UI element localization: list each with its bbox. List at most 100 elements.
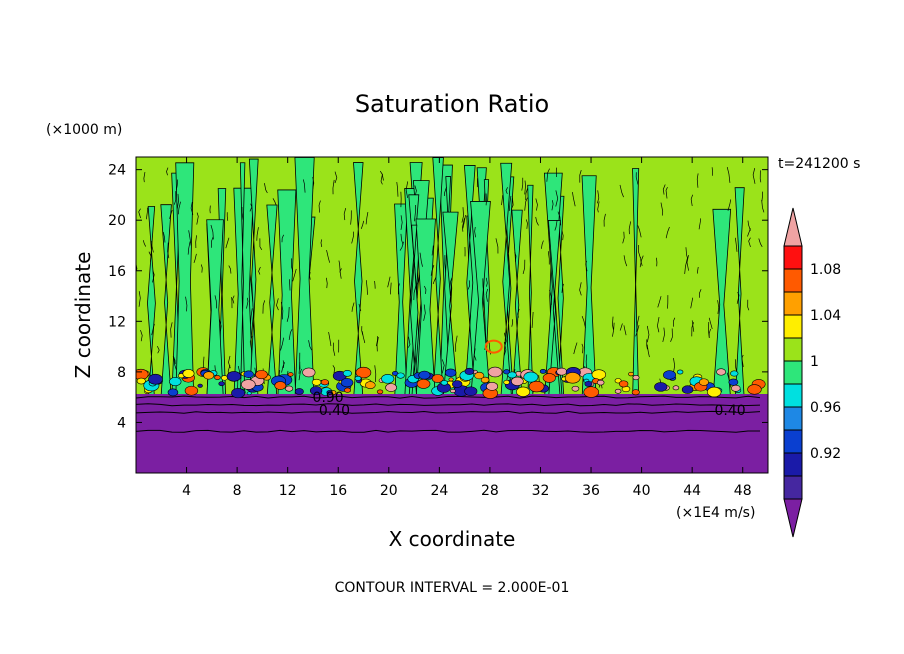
turbulent-eddy <box>628 371 634 377</box>
contour-fragment <box>485 288 489 302</box>
x-tick-label: 44 <box>683 483 701 499</box>
x-tick-label: 48 <box>734 483 752 499</box>
contour-fragment <box>549 289 552 305</box>
contour-fragment <box>747 299 750 311</box>
contour-fragment <box>726 372 732 388</box>
contour-fragment <box>517 308 520 318</box>
contour-fragment <box>241 207 244 221</box>
contour-fragment <box>408 336 411 348</box>
contour-fragment <box>514 251 517 262</box>
contour-fragment <box>462 214 466 229</box>
contour-fragment <box>282 360 285 369</box>
colorbar-label: 1 <box>810 354 819 370</box>
contour-fragment <box>431 245 434 256</box>
contour-fragment <box>665 226 670 239</box>
contour-fragment <box>176 193 179 209</box>
contour-fragment <box>510 197 514 210</box>
contour-fragment <box>444 255 447 273</box>
turbulent-eddy <box>450 388 456 394</box>
contour-fragment <box>262 300 266 314</box>
contour-fragment <box>424 285 427 294</box>
y-tick-label: 8 <box>117 365 126 381</box>
contour-fragment <box>232 295 235 304</box>
contour-fragment <box>351 231 354 244</box>
colorbar-segment <box>783 406 803 431</box>
contour-noise <box>136 166 765 393</box>
contour-fragment <box>320 239 323 248</box>
contour-fragment <box>573 342 578 355</box>
contour-fragment <box>547 251 550 265</box>
contour-fragment <box>258 266 261 275</box>
contour-fragment <box>467 280 471 290</box>
contour-fragment <box>138 291 141 307</box>
contour-line <box>136 410 761 414</box>
time-label: t=241200 s <box>778 156 860 172</box>
contour-fragment <box>522 259 526 275</box>
contour-fragment <box>174 191 177 205</box>
turbulent-eddy <box>309 386 323 396</box>
contour-fragment <box>761 199 765 213</box>
contour-fragment <box>441 359 445 374</box>
contour-fragment <box>444 186 447 196</box>
colorbar-segment <box>783 337 803 362</box>
colorbar-label: 0.96 <box>810 400 841 416</box>
contour-fragment <box>264 183 268 194</box>
contour-fragment <box>140 329 143 342</box>
contour-fragment <box>292 268 297 282</box>
contour-labels: 0.900.40 0.40 <box>313 390 746 419</box>
contour-fragment <box>525 188 528 201</box>
contour-fragment <box>170 322 173 338</box>
contour-fragment <box>698 218 701 230</box>
contour-fragment <box>597 190 600 204</box>
turbulent-eddy <box>706 386 722 398</box>
contour-fragment <box>387 276 391 288</box>
turbulent-eddy <box>285 385 294 392</box>
turbulent-eddy <box>632 374 640 381</box>
contour-fragment <box>485 277 488 287</box>
y-tick-label: 12 <box>108 314 126 330</box>
colorbar-bottom-arrow <box>783 498 803 538</box>
contour-fragment <box>665 187 668 199</box>
contour-fragment <box>414 204 416 222</box>
contour-fragment <box>379 170 384 181</box>
contour-fragment <box>288 329 293 340</box>
turbulent-eddy <box>231 388 246 399</box>
contour-line <box>136 403 761 407</box>
contour-fragment <box>151 323 155 336</box>
y-tick-label: 16 <box>108 264 126 280</box>
contour-fragment <box>338 260 341 273</box>
contour-fragment <box>249 336 253 350</box>
x-unit-label: (×1E4 m/s) <box>676 505 755 521</box>
contour-fragment <box>302 179 306 193</box>
contour-fragment <box>495 238 499 254</box>
contour-fragment <box>660 202 664 216</box>
contour-fragment <box>736 291 740 304</box>
contour-fragment <box>143 171 146 183</box>
contour-fragment <box>657 316 660 333</box>
contour-fragment <box>318 200 321 213</box>
chart-title: Saturation Ratio <box>355 90 549 118</box>
contour-fragment <box>622 231 625 244</box>
contour-fragment <box>177 201 181 215</box>
contour-fragment <box>228 265 232 274</box>
contour-fragment <box>259 238 263 250</box>
contour-fragment <box>173 356 177 370</box>
contour-fragment <box>365 211 369 225</box>
turbulent-eddy <box>340 378 354 388</box>
contour-fragment <box>138 208 141 219</box>
contour-fragment <box>291 258 294 272</box>
turbulent-eddy <box>354 375 362 381</box>
turbulent-eddy <box>474 371 485 380</box>
x-tick-label: 28 <box>481 483 499 499</box>
turbulent-eddy <box>381 373 395 384</box>
turbulent-eddy <box>320 379 329 386</box>
turbulent-eddy <box>376 389 384 395</box>
turbulent-eddy <box>243 370 254 379</box>
contour-fragment <box>332 179 335 195</box>
contour-fragment <box>551 200 554 211</box>
x-tick-label: 36 <box>582 483 600 499</box>
turbulent-eddy <box>487 366 503 378</box>
colorbar-top-arrow <box>783 207 803 247</box>
contour-fragment <box>249 203 253 212</box>
contour-line <box>136 429 761 433</box>
